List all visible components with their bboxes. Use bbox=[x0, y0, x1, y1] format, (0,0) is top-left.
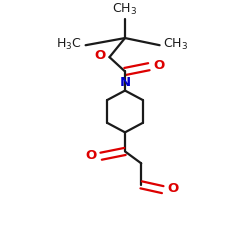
Text: H$_3$C: H$_3$C bbox=[56, 36, 82, 52]
Text: O: O bbox=[167, 182, 178, 195]
Text: N: N bbox=[120, 76, 130, 89]
Text: O: O bbox=[86, 148, 97, 162]
Text: O: O bbox=[153, 59, 164, 72]
Text: CH$_3$: CH$_3$ bbox=[112, 2, 138, 17]
Text: CH$_3$: CH$_3$ bbox=[163, 36, 188, 52]
Text: O: O bbox=[95, 50, 106, 62]
